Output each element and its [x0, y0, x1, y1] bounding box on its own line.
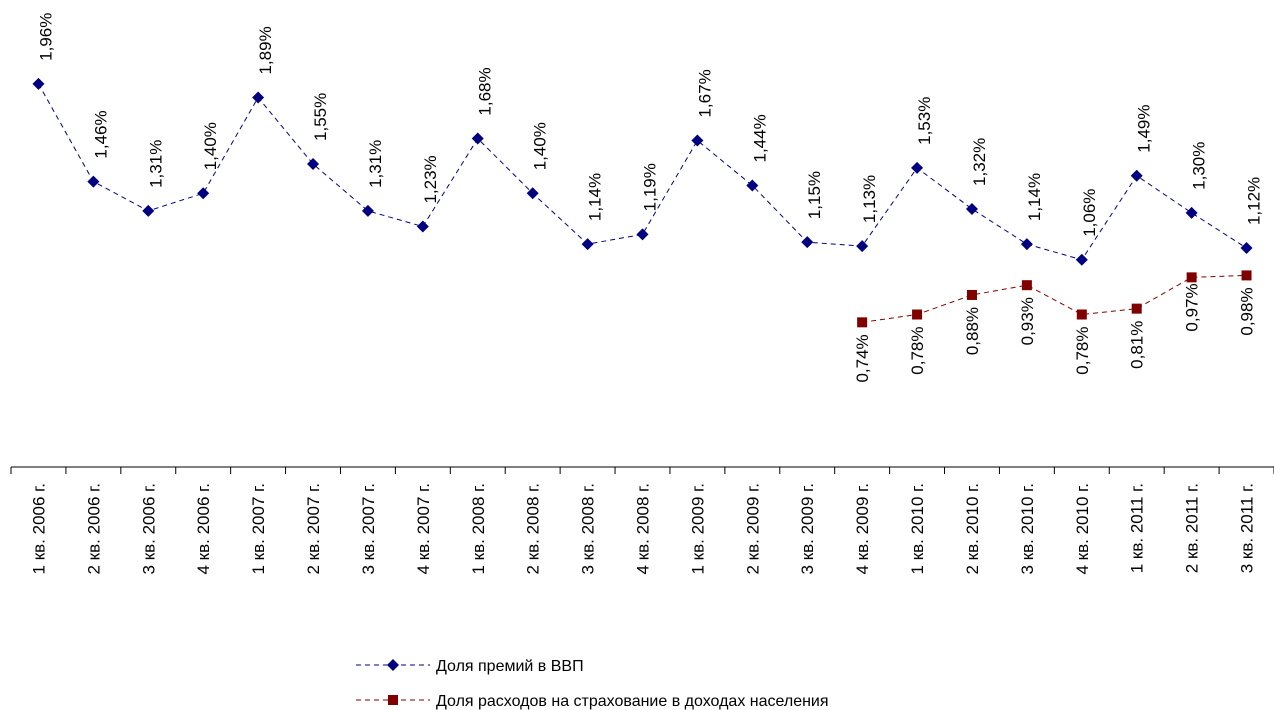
series-1-data-label: 1,12%	[1245, 177, 1264, 225]
series-1-data-label: 1,14%	[1025, 173, 1044, 221]
legend-label: Доля расходов на страхование в доходах н…	[436, 693, 829, 710]
x-tick-label: 3 кв. 2011 г.	[1238, 483, 1257, 573]
legend-item-1: Доля премий в ВВП	[356, 658, 584, 675]
x-tick-label: 4 кв. 2009 г.	[853, 483, 872, 574]
x-tick-label: 1 кв. 2011 г.	[1128, 483, 1147, 573]
series-1-data-label: 1,13%	[860, 175, 879, 223]
x-axis: 1 кв. 2006 г. 2 кв. 2006 г. 3 кв. 2006 г. 4…	[10, 466, 1274, 574]
x-tick-label: 1 кв. 2006 г.	[29, 483, 48, 574]
series-lines	[38, 83, 1247, 323]
series-1-data-label: 1,31%	[366, 140, 385, 188]
series-1-point	[1130, 169, 1143, 182]
x-tick-label: 1 кв. 2009 г.	[688, 483, 707, 574]
x-tick-label: 4 кв. 2006 г.	[194, 483, 213, 574]
series-1-data-label: 1,96%	[36, 13, 55, 61]
series-1-point	[307, 157, 320, 170]
series-2-point	[1241, 270, 1252, 281]
x-tick-label: 2 кв. 2011 г.	[1183, 483, 1202, 573]
series-1-data-label: 1,46%	[91, 110, 110, 158]
series-2-point	[912, 309, 923, 320]
series-2-data-label: 0,97%	[1183, 283, 1202, 331]
x-tick-label: 3 кв. 2010 г.	[1018, 483, 1037, 574]
series-1-data-label: 1,49%	[1135, 105, 1154, 153]
legend: Доля премий в ВВП Доля расходов на страхо…	[356, 658, 829, 710]
series-2-point	[1021, 280, 1032, 291]
series-1-point	[691, 134, 704, 147]
legend-label: Доля премий в ВВП	[436, 658, 584, 675]
series-1-data-label: 1,30%	[1190, 142, 1209, 190]
series-1-data-label: 1,14%	[586, 173, 605, 221]
x-tick-label: 4 кв. 2010 г.	[1073, 483, 1092, 574]
series-2-data-label: 0,81%	[1128, 321, 1147, 369]
x-tick-label: 3 кв. 2006 г.	[139, 483, 158, 574]
x-tick-label: 4 кв. 2008 г.	[634, 483, 653, 574]
x-tick-label: 2 кв. 2009 г.	[743, 483, 762, 574]
series-1-data-label: 1,31%	[146, 140, 165, 188]
series-markers	[32, 77, 1253, 328]
series-1-point	[965, 202, 978, 215]
x-tick-label: 4 кв. 2007 г.	[414, 483, 433, 574]
x-tick-label: 1 кв. 2010 г.	[908, 483, 927, 574]
series-2-point	[966, 289, 977, 300]
x-tick-label: 1 кв. 2008 г.	[469, 483, 488, 574]
series-1-data-label: 1,19%	[641, 163, 660, 211]
series-1-data-label: 1,67%	[695, 69, 714, 117]
x-tick-label: 3 кв. 2008 г.	[579, 483, 598, 574]
series-2-data-label: 0,78%	[908, 327, 927, 375]
series-1-point	[471, 132, 484, 145]
series-1-point	[197, 187, 210, 200]
series-1-point	[252, 91, 265, 104]
series-1-point	[1185, 206, 1198, 219]
x-tick-label: 2 кв. 2008 г.	[524, 483, 543, 574]
series-1-data-label: 1,53%	[915, 97, 934, 145]
series-1-data-label: 1,68%	[476, 67, 495, 115]
x-tick-label: 2 кв. 2010 г.	[963, 483, 982, 574]
series-2-data-label: 0,98%	[1238, 287, 1257, 335]
series-1-data-label: 1,89%	[256, 26, 275, 74]
series-1-data-label: 1,44%	[750, 114, 769, 162]
series-2-data-label: 0,88%	[963, 307, 982, 355]
series-1-data-label: 1,40%	[201, 122, 220, 170]
data-labels: 1,96% 1,46% 1,31% 1,40% 1,89% 1,55% 1,31% 1,23%…	[36, 13, 1263, 383]
series-1-point	[361, 204, 374, 217]
x-tick-label: 2 кв. 2006 г.	[84, 483, 103, 574]
series-1-point	[32, 77, 45, 90]
series-1-point	[856, 240, 869, 253]
series-1-point	[801, 236, 814, 249]
series-line-1	[38, 83, 1247, 261]
series-1-data-label: 1,55%	[311, 93, 330, 141]
series-1-point	[416, 220, 429, 233]
series-1-point	[746, 179, 759, 192]
series-1-data-label: 1,40%	[531, 122, 550, 170]
series-2-point	[857, 317, 868, 328]
series-1-point	[1240, 242, 1253, 255]
series-1-point	[911, 161, 924, 174]
legend-item-2: Доля расходов на страхование в доходах н…	[356, 693, 829, 710]
legend-diamond-marker	[387, 659, 399, 671]
series-1-data-label: 1,15%	[805, 171, 824, 219]
series-2-data-label: 0,78%	[1073, 327, 1092, 375]
series-2-point	[1186, 272, 1197, 283]
series-1-point	[87, 175, 100, 188]
series-1-data-label: 1,06%	[1080, 189, 1099, 237]
series-1-point	[526, 187, 539, 200]
series-1-data-label: 1,32%	[970, 138, 989, 186]
series-1-point	[142, 204, 155, 217]
x-tick-label: 3 кв. 2007 г.	[359, 483, 378, 574]
series-2-data-label: 0,93%	[1018, 297, 1037, 345]
x-tick-label: 3 кв. 2009 г.	[798, 483, 817, 574]
series-2-data-label: 0,74%	[853, 334, 872, 382]
x-tick-label: 1 кв. 2007 г.	[249, 483, 268, 574]
series-line-2	[862, 274, 1247, 323]
series-2-point	[1076, 309, 1087, 320]
series-1-point	[636, 228, 649, 241]
series-1-data-label: 1,23%	[421, 155, 440, 203]
series-1-point	[1075, 253, 1088, 266]
x-tick-label: 2 кв. 2007 г.	[304, 483, 323, 574]
legend-square-marker	[388, 695, 398, 705]
series-2-point	[1131, 303, 1142, 314]
series-1-point	[581, 238, 594, 251]
series-1-point	[1020, 238, 1033, 251]
